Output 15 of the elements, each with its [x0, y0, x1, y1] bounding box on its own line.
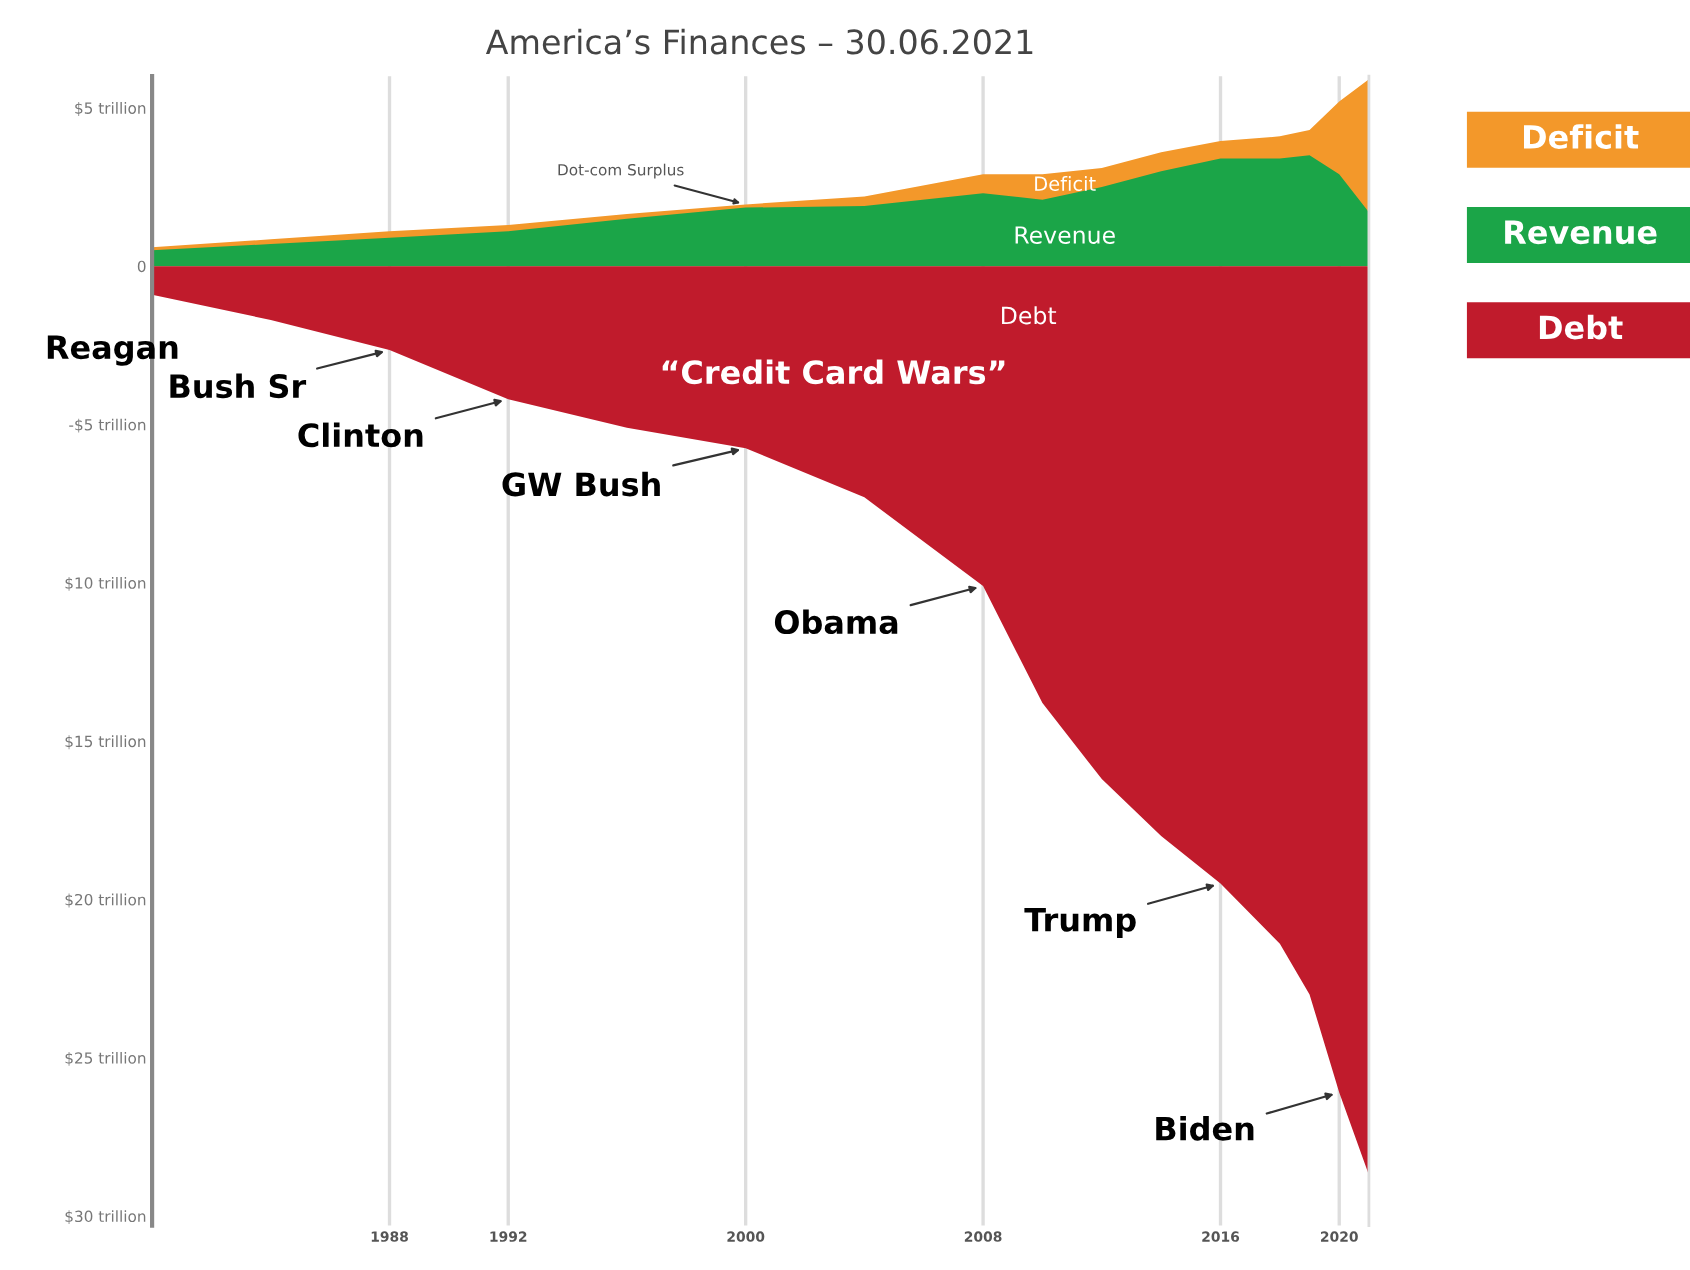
annotation: “Credit Card Wars”: [662, 359, 1005, 385]
text: Deficit: [1523, 124, 1639, 149]
text: Revenue: [1505, 220, 1657, 245]
annotation: Reagan: [47, 335, 178, 366]
annotation: Deficit: [1035, 175, 1096, 192]
annotation: Obama: [774, 609, 898, 635]
annotation: Debt: [1002, 306, 1057, 325]
annotation: Biden: [1156, 1116, 1254, 1141]
annotation: Clinton: [298, 422, 423, 448]
annotation: Trump: [1024, 908, 1136, 938]
annotation: Revenue: [1015, 226, 1115, 244]
annotation: Bush Sr: [170, 373, 307, 399]
chart-title: America’s Finances – 30.06.2021: [485, 28, 1033, 55]
text: Debt: [1539, 314, 1623, 340]
annotation: GW Bush: [502, 471, 660, 497]
